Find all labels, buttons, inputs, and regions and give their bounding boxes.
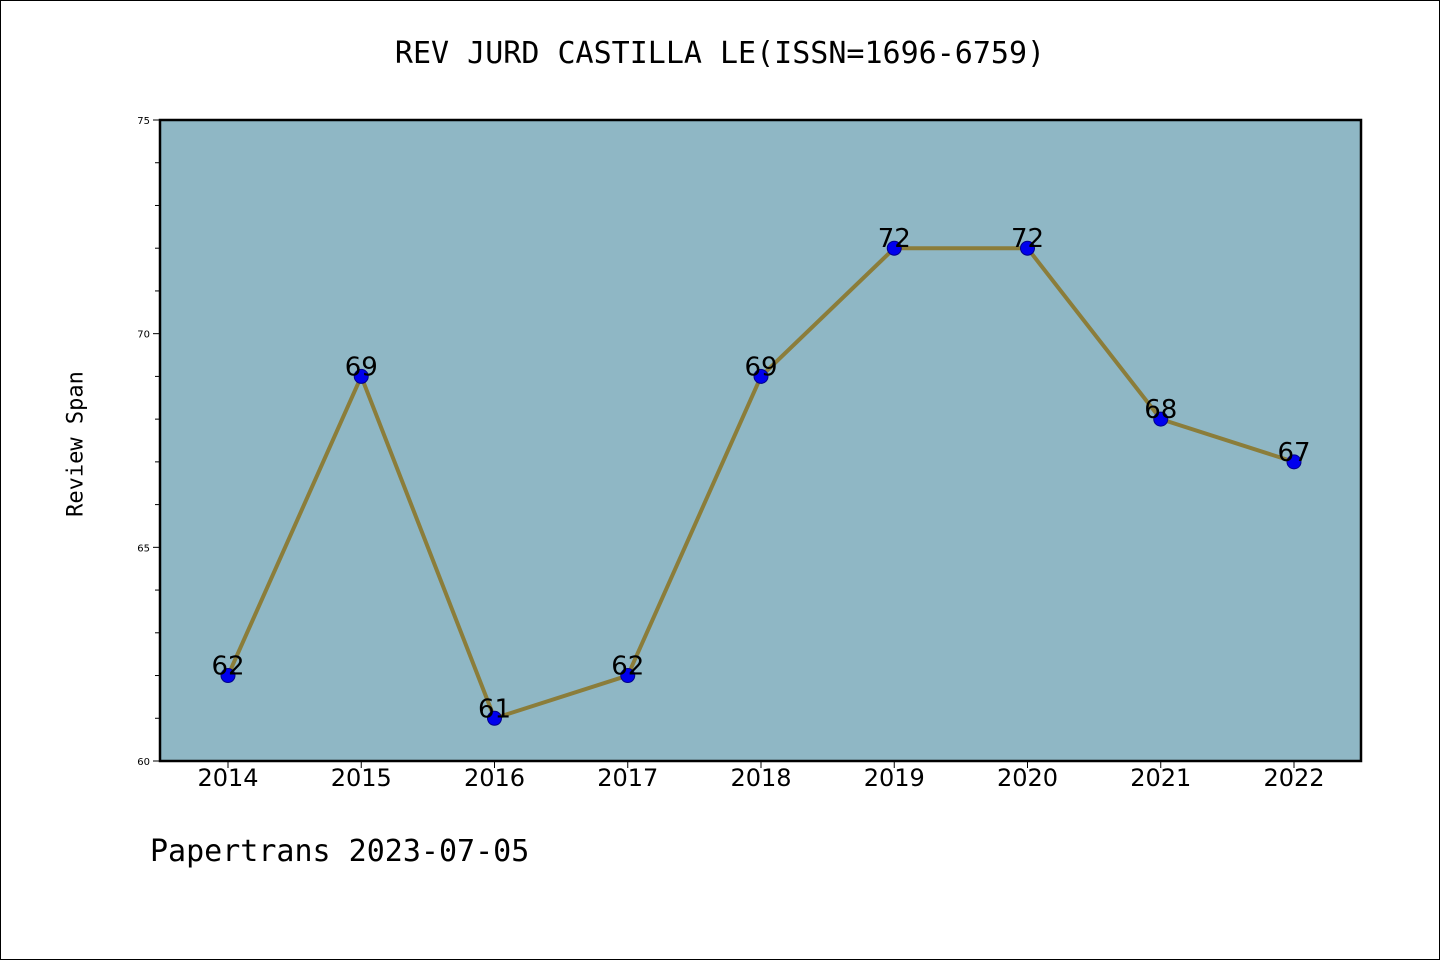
data-label: 62 [211, 652, 244, 682]
y-tick-label: 60 [137, 757, 150, 768]
y-tick-label: 75 [137, 116, 150, 127]
data-label: 67 [1277, 438, 1310, 468]
series-markers [220, 240, 1302, 726]
y-axis-ticks: 60 65 70 75 [137, 116, 160, 768]
footer-watermark: Papertrans 2023-07-05 [150, 834, 530, 869]
data-point [1286, 454, 1302, 470]
plot-area [160, 120, 1361, 761]
x-axis-ticks: 2014 2015 2016 2017 2018 2019 2020 2021 2022 [197, 761, 1325, 792]
y-tick-label: 65 [137, 543, 150, 554]
x-tick-label: 2015 [331, 764, 392, 792]
x-tick-label: 2017 [597, 764, 658, 792]
data-point [1020, 240, 1035, 256]
data-labels: 62 69 61 62 69 72 72 68 67 [211, 224, 1310, 724]
x-tick-label: 2022 [1263, 764, 1324, 792]
x-tick-label: 2016 [464, 764, 525, 792]
x-tick-label: 2020 [997, 764, 1058, 792]
data-label: 72 [878, 224, 911, 254]
x-tick-label: 2019 [864, 764, 925, 792]
x-tick-label: 2021 [1130, 764, 1191, 792]
data-point [220, 668, 236, 684]
data-label: 61 [478, 694, 511, 724]
chart-title: REV JURD CASTILLA LE(ISSN=1696-6759) [394, 36, 1046, 71]
y-tick-label: 70 [137, 330, 150, 341]
data-point [886, 240, 902, 256]
data-label: 72 [1011, 224, 1044, 254]
data-label: 69 [744, 352, 777, 382]
x-tick-label: 2014 [197, 764, 258, 792]
data-point [353, 368, 369, 384]
x-tick-label: 2018 [730, 764, 791, 792]
data-point [487, 710, 502, 726]
data-point [620, 668, 636, 684]
data-label: 62 [611, 652, 644, 682]
data-label: 69 [345, 352, 378, 382]
plot-border [158, 118, 1363, 763]
data-point [1153, 411, 1169, 427]
data-point [753, 368, 769, 384]
data-label: 68 [1144, 395, 1177, 425]
